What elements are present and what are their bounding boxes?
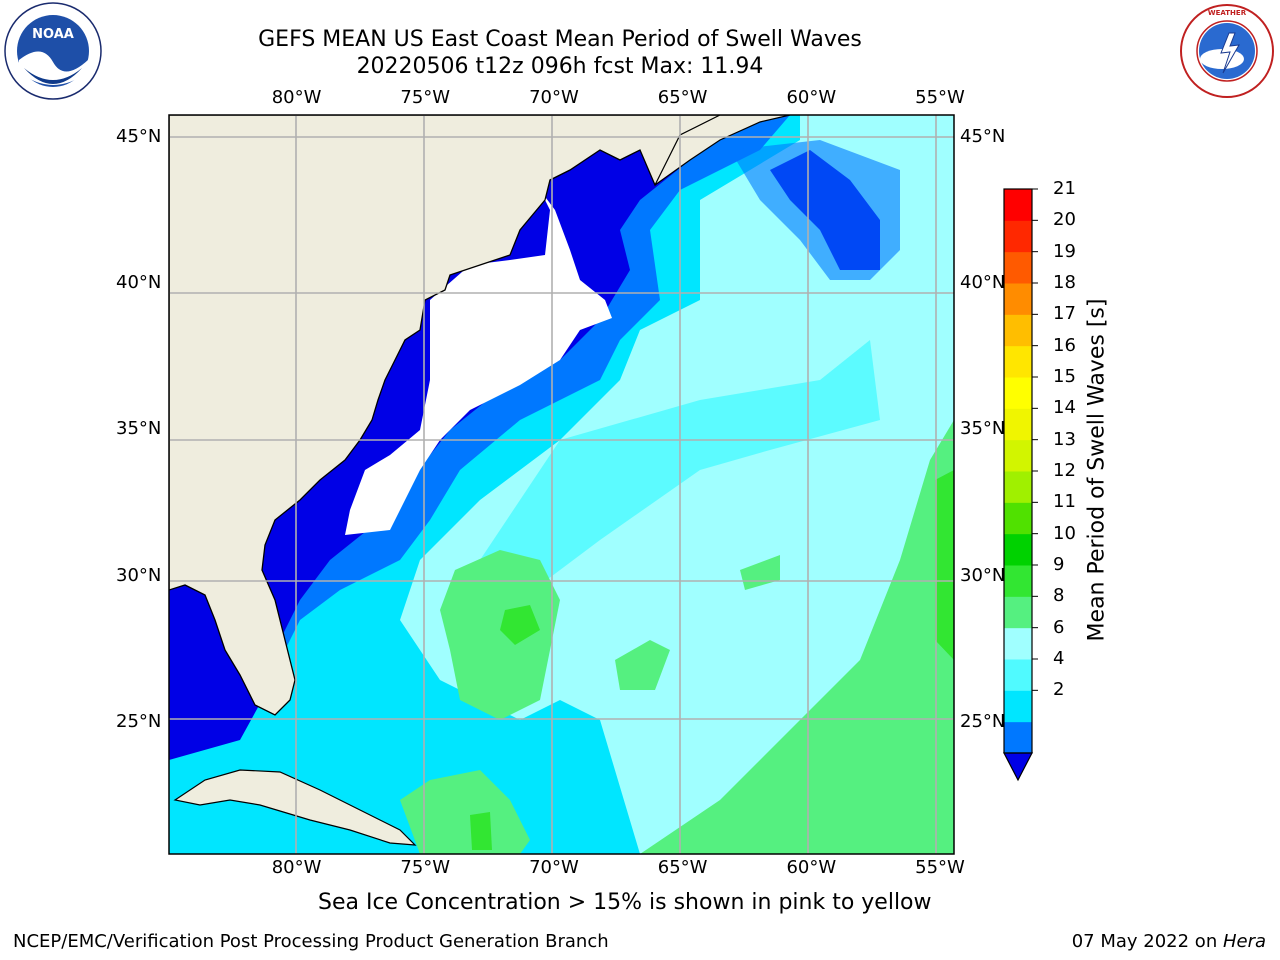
lon-tick-label-top: 55°W xyxy=(915,87,965,108)
colorbar-tick-label: 10 xyxy=(1053,522,1076,544)
svg-text:WEATHER: WEATHER xyxy=(1208,9,1247,17)
colorbar-tick-label: 14 xyxy=(1053,397,1076,419)
colorbar-tick-label: 8 xyxy=(1053,585,1065,607)
colorbar-tick-label: 18 xyxy=(1053,272,1076,293)
colorbar-tick-label: 6 xyxy=(1053,616,1065,638)
colorbar-label: Mean Period of Swell Waves [s] xyxy=(1084,298,1110,642)
lat-tick-label-right: 30°N xyxy=(960,564,1006,586)
swell-zone-10-11-a xyxy=(500,605,540,645)
lon-tick-label-bottom: 65°W xyxy=(657,857,708,878)
lat-tick-label-right: 45°N xyxy=(960,126,1006,148)
colorbar-tick-label: 9 xyxy=(1053,554,1065,575)
footer-date-text: 07 May 2022 on xyxy=(1071,931,1223,952)
colorbar-tick-label: 2 xyxy=(1053,679,1065,701)
lon-tick-label-bottom: 60°W xyxy=(786,857,837,878)
noaa-logo-icon: NOAA xyxy=(2,2,104,104)
noaa-logo-text: NOAA xyxy=(32,27,74,42)
swell-zone-9-10-c xyxy=(615,640,670,690)
lon-tick-label-top: 70°W xyxy=(529,87,579,108)
cuba-land xyxy=(173,769,417,846)
lon-tick-label-top: 65°W xyxy=(657,87,708,108)
chart-title: GEFS MEAN US East Coast Mean Period of S… xyxy=(258,27,862,52)
lat-tick-label-left: 40°N xyxy=(116,272,162,294)
lon-tick-label-bottom: 55°W xyxy=(915,857,965,878)
lat-tick-label-right: 35°N xyxy=(960,418,1006,440)
colorbar-tick-label: 12 xyxy=(1053,460,1076,481)
swell-zone-10-11-c xyxy=(470,812,492,850)
sea-ice-caption: Sea Ice Concentration > 15% is shown in … xyxy=(318,890,932,915)
lat-tick-label-left: 30°N xyxy=(116,564,162,586)
lat-tick-label-right: 40°N xyxy=(960,272,1006,294)
nws-logo-icon: WEATHER xyxy=(1177,3,1277,103)
lon-tick-label-top: 60°W xyxy=(786,87,837,108)
north-america-land xyxy=(169,115,721,716)
lat-tick-label-left: 25°N xyxy=(116,710,162,732)
nova-scotia-land xyxy=(654,115,791,186)
lat-tick-label-left: 45°N xyxy=(116,126,162,148)
colorbar-tick-label: 17 xyxy=(1053,303,1076,325)
swell-zone-10-11-b xyxy=(935,470,954,660)
swell-zone-9-10-a xyxy=(440,550,560,720)
colorbar-tick-label: 16 xyxy=(1053,334,1076,356)
footer-date: 07 May 2022 on Hera xyxy=(1072,931,1266,952)
footer-host: Hera xyxy=(1222,931,1266,952)
colorbar-tick-label: 15 xyxy=(1053,366,1076,387)
no-data-region xyxy=(345,190,612,535)
colorbar-tick-label: 13 xyxy=(1053,428,1076,450)
swell-zone-9-10-e xyxy=(400,770,530,854)
map-frame xyxy=(168,114,955,855)
chart-subtitle: 20220506 t12z 096h fcst Max: 11.94 xyxy=(356,54,764,79)
colorbar-tick-label: 20 xyxy=(1053,209,1076,231)
lon-tick-label-bottom: 75°W xyxy=(400,857,451,878)
colorbar-tick-label: 4 xyxy=(1053,648,1065,669)
swell-zone-2-4-east xyxy=(730,140,900,280)
lon-tick-label-bottom: 80°W xyxy=(271,857,322,878)
footer-credit: NCEP/EMC/Verification Post Processing Pr… xyxy=(13,931,609,952)
gridlines xyxy=(169,115,954,854)
lat-tick-label-left: 35°N xyxy=(116,418,162,440)
colorbar-tick-label: 19 xyxy=(1053,240,1076,262)
colorbar-tick-label: 21 xyxy=(1053,178,1076,199)
lon-tick-label-top: 75°W xyxy=(400,87,451,108)
colorbar-tick-label: 11 xyxy=(1053,491,1076,513)
lon-tick-label-bottom: 70°W xyxy=(529,857,579,878)
lon-tick-label-top: 80°W xyxy=(271,87,322,108)
swell-zone-9-10-b xyxy=(640,420,954,854)
lat-tick-label-right: 25°N xyxy=(960,710,1006,732)
